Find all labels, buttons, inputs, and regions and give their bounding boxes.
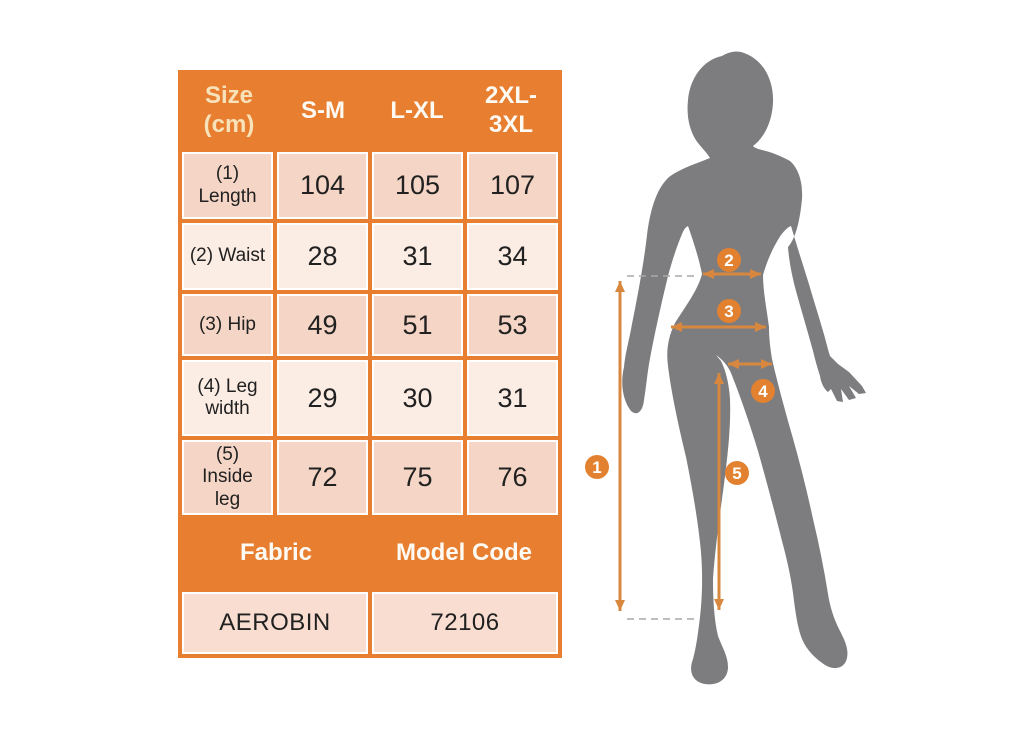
size-table-header-row: Size (cm) S-M L-XL 2XL- 3XL: [182, 74, 558, 148]
header-size-sm: S-M: [301, 96, 345, 124]
svg-text:4: 4: [758, 382, 768, 401]
waist-2xl3xl: 34: [467, 223, 558, 290]
row-label-leg-width: (4) Leg width: [182, 360, 273, 436]
header-size-2xl3xl: 2XL- 3XL: [484, 82, 537, 138]
row-label-inside-leg: (5) Inside leg: [182, 440, 273, 515]
hip-2xl3xl: 53: [467, 294, 558, 356]
svg-text:5: 5: [732, 464, 741, 483]
header-size-cm: Size (cm): [203, 82, 255, 138]
model-code-value: 72106: [372, 592, 558, 654]
leg-width-2xl3xl: 31: [467, 360, 558, 436]
measure-badge-1: 1: [585, 455, 609, 479]
leg-width-lxl: 30: [372, 360, 463, 436]
female-body-silhouette: [622, 51, 866, 685]
size-table: Size (cm) S-M L-XL 2XL- 3XL (1) Length 1…: [178, 70, 562, 658]
hip-sm: 49: [277, 294, 368, 356]
waist-sm: 28: [277, 223, 368, 290]
length-lxl: 105: [372, 152, 463, 219]
measure-badge-3: 3: [717, 299, 741, 323]
fabric-model-value-row: AEROBIN 72106: [182, 592, 558, 654]
svg-text:1: 1: [592, 458, 601, 477]
measure-badge-5: 5: [725, 461, 749, 485]
row-label-length: (1) Length: [182, 152, 273, 219]
leg-width-sm: 29: [277, 360, 368, 436]
table-row-length: (1) Length 104 105 107: [182, 152, 558, 219]
hip-lxl: 51: [372, 294, 463, 356]
measurement-diagram: 1 2 3 4 5: [585, 40, 905, 700]
length-sm: 104: [277, 152, 368, 219]
svg-text:2: 2: [724, 251, 733, 270]
length-2xl3xl: 107: [467, 152, 558, 219]
svg-text:3: 3: [724, 302, 733, 321]
model-code-header: Model Code: [396, 539, 532, 567]
measure-badge-2: 2: [717, 248, 741, 272]
inside-leg-2xl3xl: 76: [467, 440, 558, 515]
fabric-value: AEROBIN: [182, 592, 368, 654]
fabric-header: Fabric: [239, 539, 313, 567]
inside-leg-lxl: 75: [372, 440, 463, 515]
header-size-lxl: L-XL: [390, 96, 444, 124]
row-label-hip: (3) Hip: [182, 294, 273, 356]
table-row-waist: (2) Waist 28 31 34: [182, 223, 558, 290]
measure-badge-4: 4: [751, 379, 775, 403]
table-row-hip: (3) Hip 49 51 53: [182, 294, 558, 356]
waist-lxl: 31: [372, 223, 463, 290]
inside-leg-sm: 72: [277, 440, 368, 515]
measurement-diagram-svg: 1 2 3 4 5: [585, 51, 866, 685]
fabric-model-header-row: Fabric Model Code: [182, 519, 558, 588]
table-row-inside-leg: (5) Inside leg 72 75 76: [182, 440, 558, 515]
table-row-leg-width: (4) Leg width 29 30 31: [182, 360, 558, 436]
row-label-waist: (2) Waist: [182, 223, 273, 290]
